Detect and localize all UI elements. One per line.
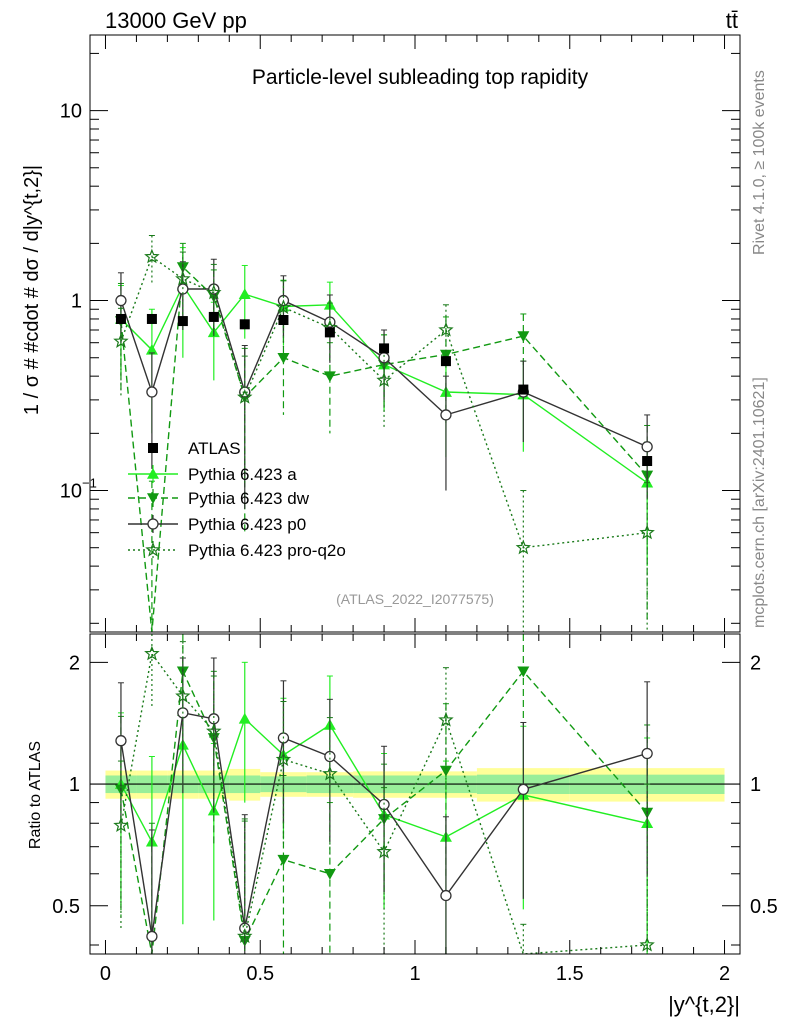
- legend-label: ATLAS: [188, 439, 241, 458]
- atlas-data-point: [324, 327, 335, 338]
- series-marker: [639, 524, 655, 540]
- legend-item-4: Pythia 6.423 pro-q2o: [128, 541, 346, 560]
- ratio-series-marker: [439, 765, 452, 777]
- atlas-data-point: [379, 343, 390, 354]
- analysis-id: (ATLAS_2022_I2077575): [336, 591, 494, 607]
- atlas-data-point: [146, 313, 157, 324]
- series-marker: [175, 270, 191, 286]
- series-marker: [277, 352, 290, 364]
- series-marker: [237, 389, 253, 404]
- x-tick-label: 0.5: [246, 963, 274, 985]
- ratio-series-marker: [115, 735, 127, 747]
- ratio-series-marker: [517, 666, 530, 678]
- legend-label: Pythia 6.423 dw: [188, 489, 310, 508]
- series-marker: [517, 331, 530, 343]
- legend-marker: [147, 493, 159, 504]
- series-line: [120, 255, 648, 549]
- ratio-y-tick-label-right: 1: [750, 774, 761, 796]
- legend-marker: [148, 443, 158, 453]
- ratio-y-tick-label: 0.5: [52, 896, 80, 918]
- series-marker: [275, 299, 292, 315]
- main-plot-frame: [89, 34, 741, 633]
- series-marker: [206, 284, 222, 300]
- y-tick-label-exponent: −1: [82, 476, 97, 491]
- ratio-y-axis-title: Ratio to ATLAS: [27, 741, 44, 849]
- atlas-data: [115, 311, 653, 467]
- plot-title: Particle-level subleading top rapidity: [252, 66, 589, 89]
- atlas-data-point: [208, 311, 219, 322]
- ratio-plot-frame: [89, 633, 741, 955]
- series-marker: [323, 371, 336, 383]
- x-tick-label: 0: [100, 963, 111, 985]
- ratio-y-tick-label: 2: [69, 652, 80, 674]
- rivet-version-label: Rivet 4.1.0, ≥ 100k events: [751, 70, 768, 255]
- ratio-series-marker: [144, 645, 160, 661]
- atlas-data-point: [278, 315, 289, 326]
- atlas-data-point: [177, 316, 188, 327]
- header-process-label: tt̄: [726, 8, 738, 33]
- ratio-y-tick-label-right: 2: [750, 652, 761, 674]
- legend-item-2: Pythia 6.423 dw: [128, 489, 310, 508]
- ratio-series-marker: [440, 889, 452, 902]
- x-tick-label: 1.5: [556, 963, 584, 985]
- series-1: [114, 242, 654, 633]
- ratio-series-marker: [323, 868, 336, 880]
- series-marker: [144, 248, 160, 264]
- atlas-data-point: [518, 384, 529, 395]
- ratio-series-marker: [237, 928, 253, 944]
- legend-label: Pythia 6.423 a: [188, 465, 297, 484]
- legend-item-1: Pythia 6.423 a: [128, 465, 297, 484]
- ratio-series-marker: [277, 854, 290, 866]
- ratio-series-marker: [113, 817, 129, 833]
- series-marker: [515, 539, 532, 555]
- ratio-series-marker: [641, 747, 653, 760]
- legend-marker: [147, 468, 159, 479]
- ratio-series-marker: [275, 751, 292, 767]
- ratio-series-marker: [175, 687, 191, 703]
- ratio-series-marker: [517, 783, 529, 796]
- y-tick-label: 1: [71, 291, 82, 313]
- ratio-series-marker: [322, 765, 338, 781]
- series-marker: [438, 321, 454, 337]
- ratio-series-marker: [238, 712, 251, 724]
- series-marker: [376, 372, 392, 387]
- ratio-y-tick-label-right: 0.5: [750, 896, 778, 918]
- ratio-series-marker: [146, 930, 158, 943]
- atlas-data-point: [642, 456, 653, 467]
- ratio-series-marker: [206, 723, 222, 738]
- series-marker: [145, 343, 158, 355]
- series-marker: [208, 283, 220, 295]
- series-marker: [238, 288, 251, 300]
- legend-label: Pythia 6.423 p0: [188, 515, 306, 534]
- legend-marker: [145, 541, 161, 557]
- series-marker: [146, 386, 158, 398]
- legend-marker: [147, 518, 159, 530]
- ratio-series-marker: [376, 843, 392, 859]
- main-y-axis-title: 1 / σ # #cdot # dσ / d|y^{t,2}|: [21, 165, 43, 415]
- ratio-series-marker: [239, 922, 251, 934]
- header-energy-label: 13000 GeV pp: [105, 8, 247, 33]
- x-tick-label: 1: [409, 963, 420, 985]
- legend-item-0: ATLAS: [148, 439, 241, 458]
- series-marker: [113, 333, 129, 348]
- ratio-series-marker: [324, 750, 336, 763]
- ratio-y-tick-label: 1: [69, 774, 80, 796]
- atlas-data-point: [440, 356, 451, 367]
- series-3: [113, 235, 655, 632]
- atlas-data-point: [239, 319, 250, 330]
- series-marker: [641, 441, 653, 453]
- series-marker: [440, 409, 452, 421]
- series-marker: [115, 294, 127, 307]
- y-tick-label: 10: [60, 101, 82, 123]
- atlas-data-point: [115, 313, 126, 324]
- ratio-series-marker: [438, 711, 454, 727]
- mcplots-label: mcplots.cern.ch [arXiv:2401.10621]: [751, 377, 768, 628]
- x-tick-label: 2: [719, 963, 730, 985]
- legend-label: Pythia 6.423 pro-q2o: [188, 541, 346, 560]
- y-tick-label: 10: [60, 481, 82, 503]
- x-axis-title: |y^{t,2}|: [668, 992, 740, 1017]
- legend-item-3: Pythia 6.423 p0: [128, 515, 306, 534]
- ratio-series-marker: [639, 936, 655, 952]
